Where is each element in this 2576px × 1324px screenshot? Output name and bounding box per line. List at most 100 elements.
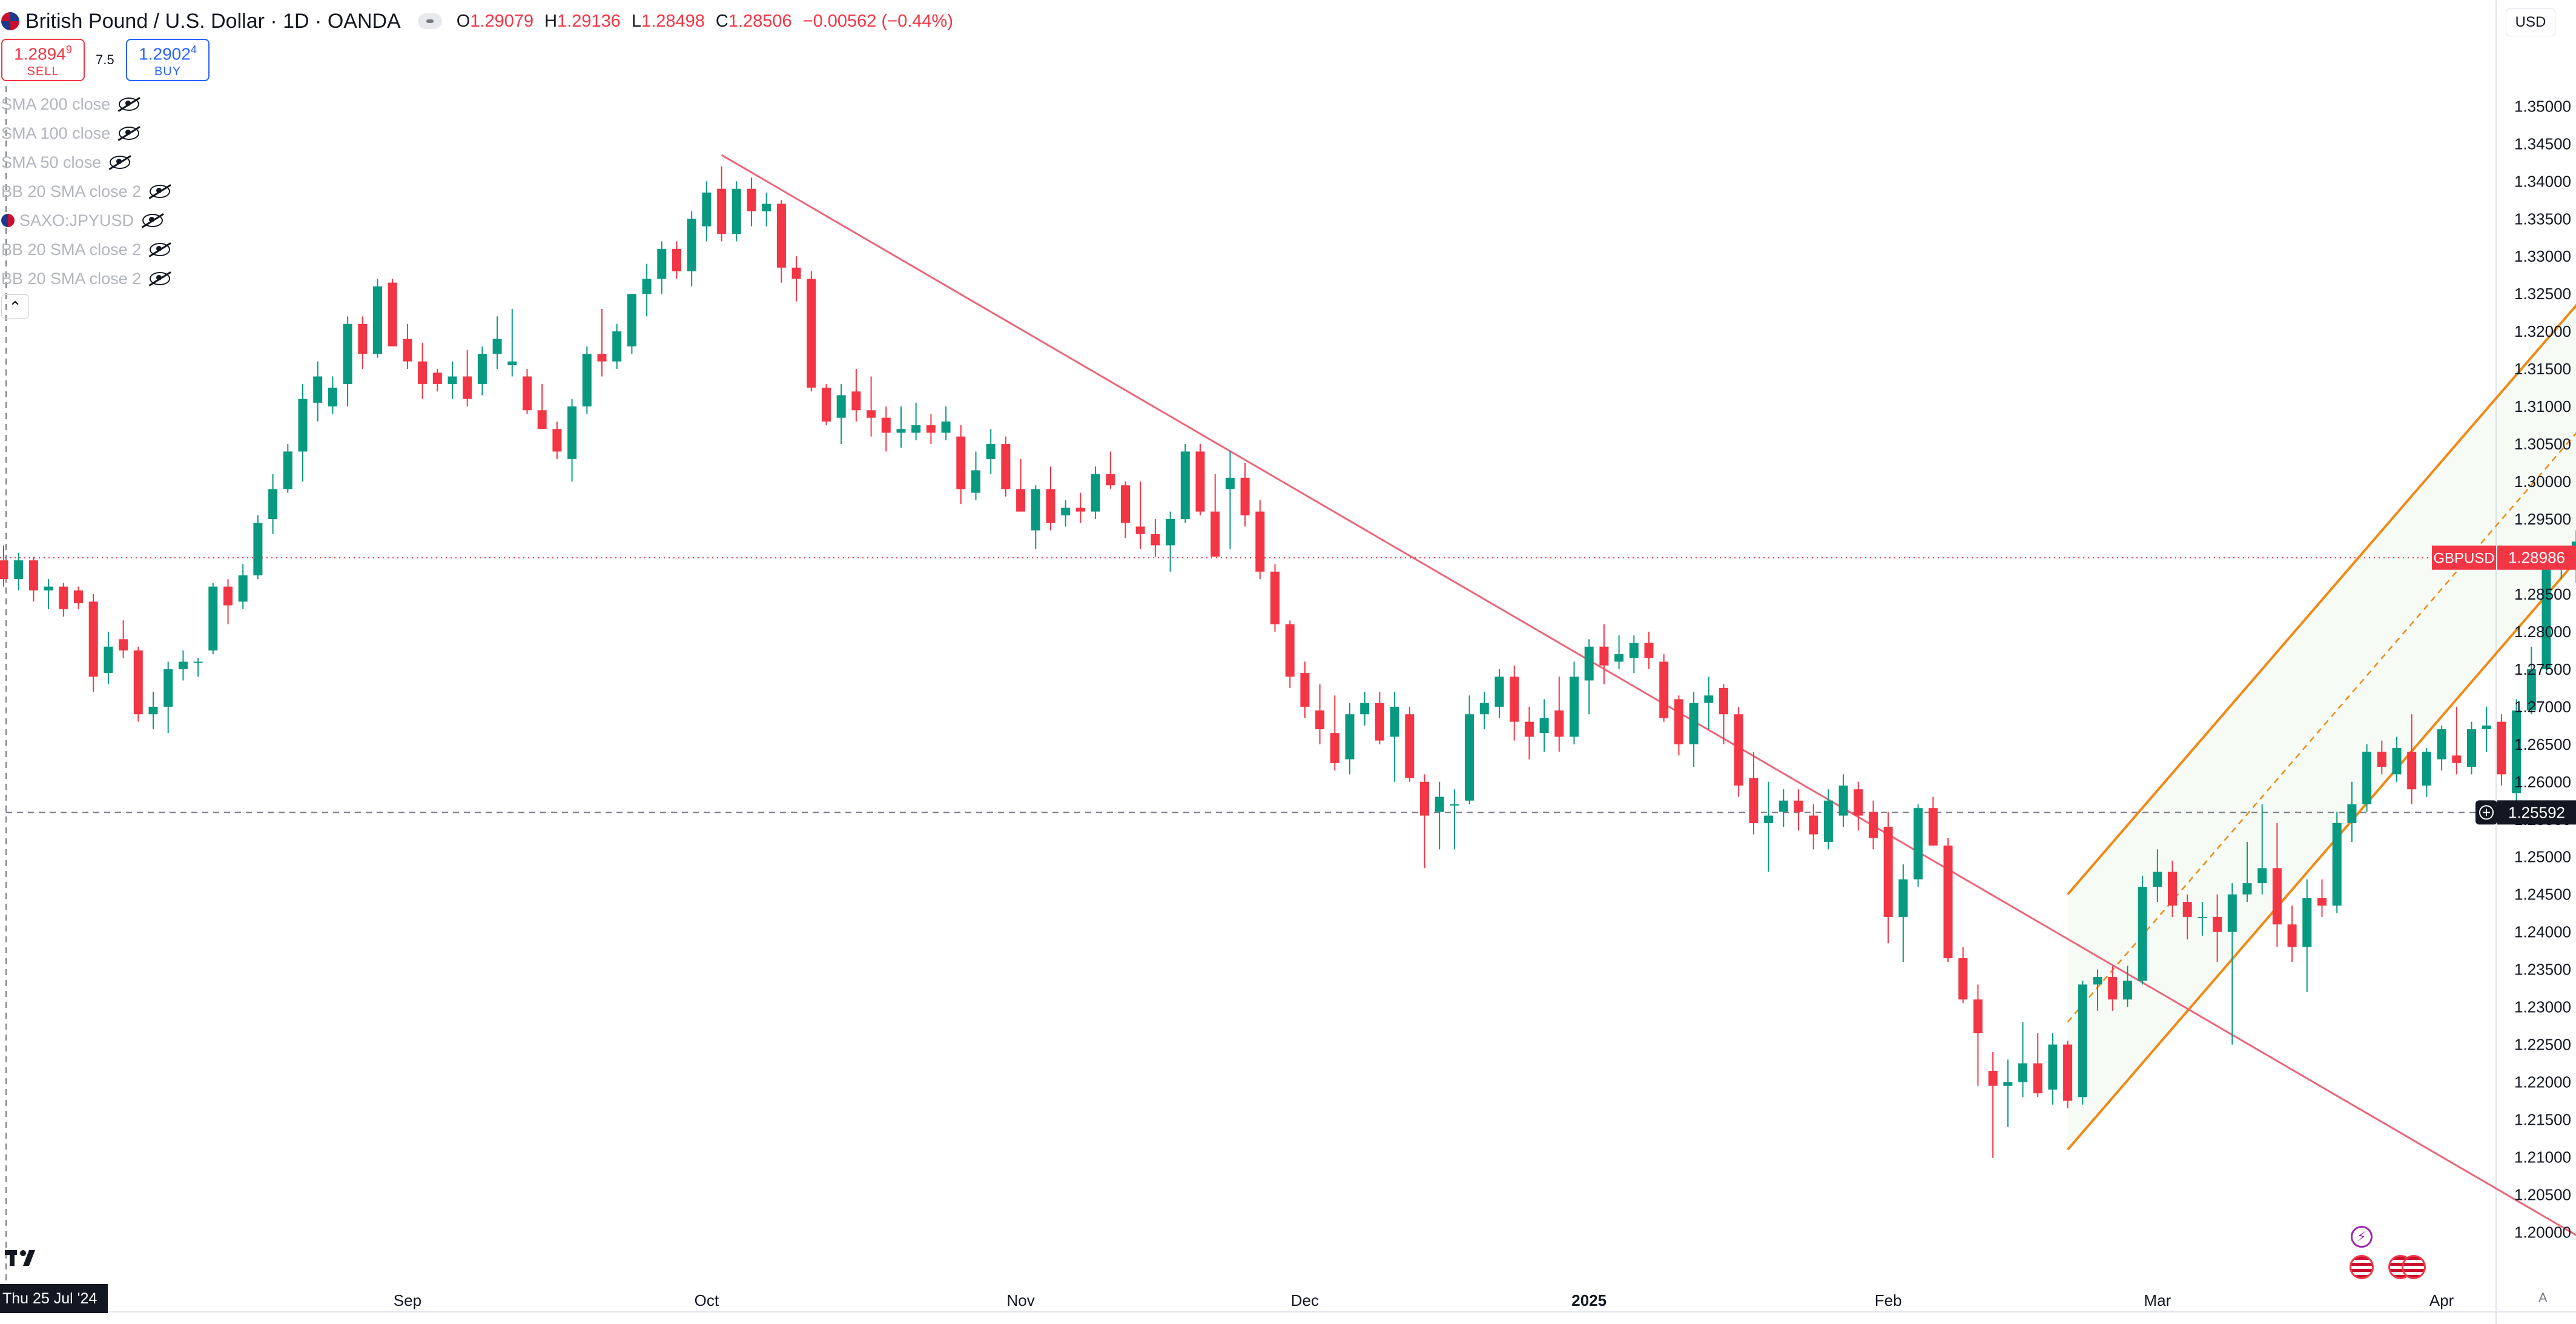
candle[interactable] bbox=[1345, 714, 1355, 760]
candle[interactable] bbox=[1240, 477, 1250, 515]
candle[interactable] bbox=[74, 590, 83, 603]
channel-lower-line[interactable] bbox=[2067, 474, 2576, 1151]
candle[interactable] bbox=[1869, 812, 1878, 838]
candle[interactable] bbox=[1928, 808, 1938, 846]
candle[interactable] bbox=[1270, 571, 1280, 624]
candle[interactable] bbox=[1435, 796, 1444, 812]
candle[interactable] bbox=[2467, 729, 2476, 767]
candle[interactable] bbox=[1390, 706, 1399, 737]
candle[interactable] bbox=[836, 395, 846, 418]
candle[interactable] bbox=[2302, 898, 2312, 947]
candle[interactable] bbox=[2287, 924, 2297, 947]
collapse-pill-icon[interactable] bbox=[417, 13, 442, 29]
candle[interactable] bbox=[1255, 511, 1265, 572]
candle[interactable] bbox=[2497, 721, 2506, 775]
candle[interactable] bbox=[2048, 1044, 2058, 1090]
candle[interactable] bbox=[1883, 827, 1893, 917]
candle[interactable] bbox=[1210, 511, 1220, 557]
candle[interactable] bbox=[1061, 508, 1071, 515]
candle[interactable] bbox=[447, 376, 457, 384]
candle[interactable] bbox=[1599, 646, 1609, 666]
candle[interactable] bbox=[2122, 981, 2132, 1000]
candle[interactable] bbox=[2168, 872, 2177, 906]
candle[interactable] bbox=[1914, 808, 1923, 879]
candle[interactable] bbox=[1584, 646, 1594, 681]
candle[interactable] bbox=[1465, 714, 1475, 801]
candle[interactable] bbox=[119, 639, 128, 650]
candle[interactable] bbox=[537, 410, 547, 429]
hidden-eye-icon[interactable] bbox=[119, 98, 140, 111]
candle[interactable] bbox=[687, 219, 696, 272]
candle[interactable] bbox=[1764, 815, 1774, 823]
candle[interactable] bbox=[1375, 703, 1384, 741]
legend-item[interactable]: BB 20 SMA close 2 bbox=[1, 177, 171, 206]
candle[interactable] bbox=[1420, 781, 1429, 816]
candle[interactable] bbox=[2512, 710, 2522, 793]
candle[interactable] bbox=[2063, 1044, 2073, 1101]
candle[interactable] bbox=[358, 323, 368, 354]
candle[interactable] bbox=[956, 436, 966, 489]
candle[interactable] bbox=[1091, 474, 1100, 512]
candle[interactable] bbox=[1166, 519, 1175, 546]
candle[interactable] bbox=[1106, 474, 1115, 486]
legend-item[interactable]: BB 20 SMA close 2 bbox=[1, 235, 171, 264]
candle[interactable] bbox=[88, 601, 98, 677]
candle[interactable] bbox=[59, 586, 68, 609]
candle[interactable] bbox=[2362, 752, 2372, 804]
candle[interactable] bbox=[582, 354, 592, 407]
channel-mid-line[interactable] bbox=[2067, 346, 2576, 1023]
legend-item[interactable]: SAXO:JPYUSD bbox=[1, 206, 170, 235]
candle[interactable] bbox=[941, 421, 951, 433]
candle[interactable] bbox=[1046, 489, 1055, 523]
candle[interactable] bbox=[2003, 1082, 2013, 1086]
candle[interactable] bbox=[1016, 489, 1026, 512]
candle[interactable] bbox=[1689, 703, 1699, 744]
plus-circle-icon[interactable] bbox=[2479, 805, 2494, 820]
candle[interactable] bbox=[1898, 879, 1908, 917]
candle[interactable] bbox=[178, 661, 188, 669]
candle[interactable] bbox=[1854, 789, 1863, 816]
candle[interactable] bbox=[732, 188, 741, 234]
candle[interactable] bbox=[911, 425, 921, 433]
tradingview-logo-icon[interactable] bbox=[5, 1248, 44, 1268]
hidden-eye-icon[interactable] bbox=[110, 156, 131, 169]
candle[interactable] bbox=[2093, 977, 2102, 985]
buy-button[interactable]: 1.29024 BUY bbox=[126, 39, 210, 81]
candle[interactable] bbox=[1794, 800, 1803, 812]
candle[interactable] bbox=[1524, 721, 1534, 737]
candle[interactable] bbox=[133, 650, 143, 715]
candle[interactable] bbox=[2182, 902, 2192, 917]
candle[interactable] bbox=[1644, 643, 1654, 658]
candle[interactable] bbox=[1300, 673, 1310, 707]
candle[interactable] bbox=[1405, 714, 1415, 778]
hidden-eye-icon[interactable] bbox=[119, 127, 140, 140]
candle[interactable] bbox=[1510, 677, 1519, 722]
candle[interactable] bbox=[1225, 477, 1235, 489]
legend-item[interactable]: SMA 200 close bbox=[1, 90, 170, 119]
candle[interactable] bbox=[747, 188, 756, 211]
candle[interactable] bbox=[1285, 624, 1295, 677]
candle[interactable] bbox=[2213, 916, 2222, 932]
candle[interactable] bbox=[2108, 977, 2118, 1000]
candle[interactable] bbox=[1450, 804, 1459, 806]
candle[interactable] bbox=[14, 560, 24, 580]
economic-event-flag-icon[interactable] bbox=[2402, 1255, 2426, 1279]
candle[interactable] bbox=[1778, 800, 1788, 812]
candle[interactable] bbox=[552, 429, 562, 452]
candle[interactable] bbox=[1629, 643, 1639, 658]
candle[interactable] bbox=[597, 354, 607, 362]
channel-upper-line[interactable] bbox=[2067, 219, 2576, 896]
candle[interactable] bbox=[1749, 778, 1759, 823]
candle[interactable] bbox=[1958, 958, 1968, 1000]
candle[interactable] bbox=[28, 560, 38, 591]
candle[interactable] bbox=[1001, 444, 1011, 489]
candle[interactable] bbox=[2227, 894, 2237, 932]
candle[interactable] bbox=[1734, 714, 1743, 786]
candle[interactable] bbox=[2138, 887, 2147, 981]
candle[interactable] bbox=[2018, 1063, 2027, 1082]
candle[interactable] bbox=[2422, 752, 2431, 786]
candle[interactable] bbox=[492, 339, 502, 354]
candle[interactable] bbox=[657, 248, 667, 279]
candle[interactable] bbox=[672, 248, 681, 272]
candle[interactable] bbox=[702, 192, 712, 227]
